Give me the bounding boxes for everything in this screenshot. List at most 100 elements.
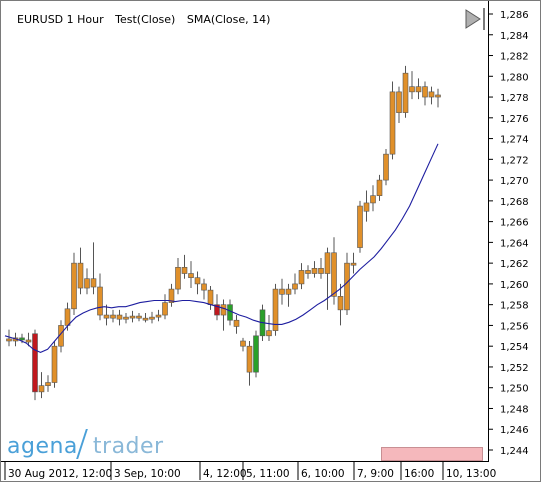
- x-tick-label: 7, 9:00: [357, 468, 394, 480]
- y-tick-label: 1,286: [500, 10, 529, 21]
- candle-body: [350, 262, 357, 266]
- indicator-test-label: Test(Close): [115, 13, 176, 26]
- candle-body: [253, 335, 259, 373]
- y-tick-label: 1,252: [500, 363, 529, 374]
- candle-body: [376, 179, 383, 196]
- x-tick-label: 6, 10:00: [301, 468, 345, 480]
- candle-body: [409, 86, 415, 93]
- y-tick-label: 1,282: [500, 52, 529, 63]
- x-tick-label: 3 Sep, 10:00: [114, 468, 181, 480]
- y-tick-label: 1,268: [500, 197, 529, 208]
- y-tick-label: 1,246: [500, 425, 529, 436]
- candle-body: [207, 289, 214, 305]
- chart-header: EURUSD 1 Hour Test(Close) SMA(Close, 14): [17, 13, 278, 26]
- candle-body: [279, 288, 285, 295]
- candle-body: [233, 319, 240, 327]
- y-tick-label: 1,254: [500, 342, 529, 353]
- y-tick-label: 1,274: [500, 135, 529, 146]
- candle-body: [123, 316, 129, 320]
- candle-body: [103, 314, 110, 319]
- candle-body: [19, 337, 25, 341]
- candle-body: [181, 266, 188, 274]
- candle-body: [214, 304, 220, 316]
- candle-body: [136, 315, 142, 319]
- y-tick-label: 1,280: [500, 72, 529, 83]
- candle-body: [402, 72, 409, 113]
- candle-body: [337, 296, 344, 311]
- toolbar-separator: [483, 8, 485, 30]
- play-triangle-icon[interactable]: [465, 9, 481, 29]
- y-tick-label: 1,244: [500, 446, 529, 457]
- candle-body: [84, 278, 90, 289]
- y-tick-label: 1,250: [500, 384, 529, 395]
- candle-body: [129, 315, 136, 319]
- candle-body: [25, 339, 32, 343]
- candle-body: [220, 304, 227, 316]
- y-tick-label: 1,260: [500, 280, 529, 291]
- candle-body: [97, 286, 103, 316]
- candle-body: [298, 270, 305, 285]
- candle-body: [370, 195, 376, 204]
- candle-body: [64, 308, 71, 326]
- candle-body: [311, 268, 318, 274]
- candle-body: [240, 340, 246, 347]
- candle-body: [266, 330, 272, 337]
- x-tick-label: 4, 12:00: [203, 468, 247, 480]
- y-tick-label: 1,276: [500, 114, 529, 125]
- candle-body: [201, 283, 207, 291]
- candle-body: [396, 91, 402, 113]
- x-tick-label: 16:00: [404, 468, 434, 480]
- candle-body: [272, 288, 279, 331]
- candle-body: [422, 86, 428, 98]
- logo-part-trader: trader: [92, 434, 164, 459]
- logo-part-agena: agena: [7, 434, 78, 459]
- candle-body: [383, 153, 389, 181]
- candle-body: [110, 314, 116, 319]
- candle-body: [77, 262, 84, 289]
- y-tick-label: 1,258: [500, 301, 529, 312]
- candle-body: [246, 345, 253, 373]
- candle-body: [292, 283, 298, 290]
- candle-body: [71, 262, 77, 310]
- x-tick-label: 10, 13:00: [446, 468, 496, 480]
- candle-body: [45, 382, 51, 386]
- candle-body: [38, 385, 45, 393]
- candle-body: [415, 86, 422, 93]
- candle-body: [90, 278, 97, 288]
- agena-trader-logo: agena trader: [7, 429, 164, 459]
- candle-body: [149, 316, 155, 320]
- candle-body: [363, 202, 370, 212]
- candle-body: [142, 317, 149, 321]
- instrument-label: EURUSD 1 Hour: [17, 13, 104, 26]
- candle-body: [389, 91, 396, 155]
- candle-body: [168, 288, 175, 303]
- candle-body: [357, 205, 363, 248]
- y-tick-label: 1,262: [500, 259, 529, 270]
- candle-body: [155, 314, 162, 318]
- candle-body: [51, 345, 58, 383]
- candle-body: [428, 91, 435, 98]
- candle-body: [32, 333, 38, 393]
- candle-body: [331, 252, 337, 297]
- candle-body: [344, 262, 350, 311]
- indicator-sma-label: SMA(Close, 14): [186, 13, 271, 26]
- candle-body: [188, 273, 194, 278]
- y-tick-label: 1,248: [500, 404, 529, 415]
- chart-plot-area[interactable]: [1, 1, 489, 462]
- candle-body: [318, 268, 324, 274]
- y-tick-label: 1,256: [500, 321, 529, 332]
- candle-body: [175, 266, 181, 290]
- status-indicator-box[interactable]: [381, 447, 483, 461]
- candle-body: [305, 270, 311, 274]
- candle-body: [116, 314, 123, 320]
- candle-body: [285, 288, 292, 295]
- candle-body: [435, 94, 441, 98]
- y-tick-label: 1,272: [500, 155, 529, 166]
- candle-body: [227, 304, 233, 321]
- y-tick-label: 1,270: [500, 176, 529, 187]
- candle-body: [6, 338, 12, 342]
- sma-line: [4, 143, 439, 354]
- y-tick-label: 1,266: [500, 218, 529, 229]
